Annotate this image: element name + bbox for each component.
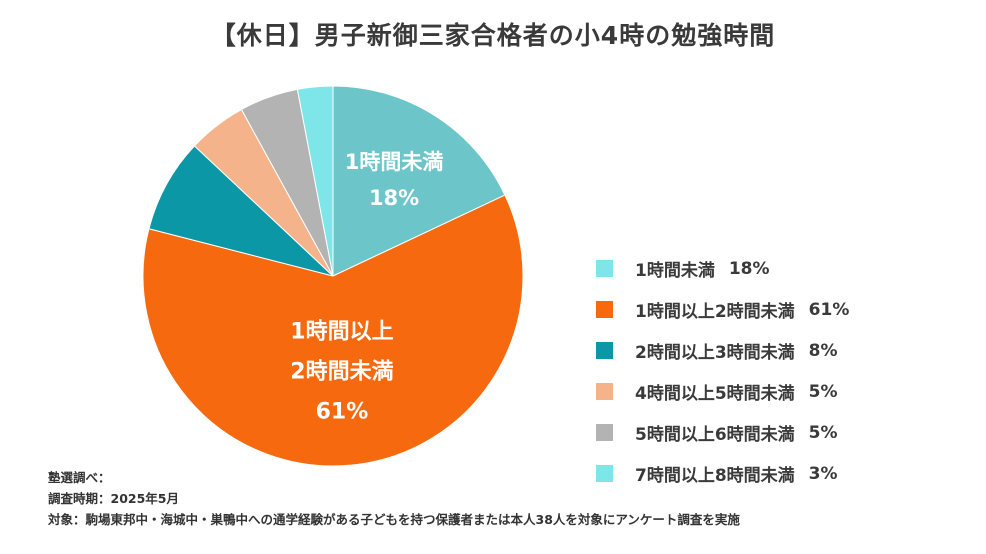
legend-swatch bbox=[596, 260, 613, 277]
legend-swatch bbox=[596, 342, 613, 359]
footnote-subjects: 対象：駒場東邦中・海城中・巣鴨中への通学経験がある子どもを持つ保護者または本人3… bbox=[48, 512, 740, 527]
legend-label: 5時間以上6時間未満 bbox=[635, 425, 795, 445]
slice-label-2-line-2: 2時間未満 bbox=[290, 358, 393, 384]
footnote-period: 調査時期：2025年5月 bbox=[48, 491, 179, 506]
slice-label-1-line-1: 1時間未満 bbox=[345, 150, 444, 174]
legend-item-6: 7時間以上8時間未満 3% bbox=[596, 453, 849, 494]
legend-item-3: 2時間以上3時間未満 8% bbox=[596, 330, 849, 371]
slice-label-2-line-3: 61% bbox=[316, 399, 369, 424]
legend-swatch bbox=[596, 465, 613, 482]
legend-item-1: 1時間未満 18% bbox=[596, 248, 849, 289]
legend-item-4: 4時間以上5時間未満 5% bbox=[596, 371, 849, 412]
slice-label-2-line-1: 1時間以上 bbox=[290, 319, 393, 344]
legend-label: 7時間以上8時間未満 bbox=[635, 466, 795, 486]
slice-label-1-line-2: 18% bbox=[369, 186, 419, 210]
legend-swatch bbox=[596, 424, 613, 441]
legend-label: 4時間以上5時間未満 bbox=[635, 384, 795, 404]
chart-legend: 1時間未満 18% 1時間以上2時間未満 61% 2時間以上3時間未満 8% 4時間以上5時… bbox=[596, 248, 849, 494]
legend-percent: 3% bbox=[808, 463, 838, 484]
legend-percent: 5% bbox=[808, 422, 838, 443]
legend-item-2: 1時間以上2時間未満 61% bbox=[596, 289, 849, 330]
footnote: 塾選調べ： 調査時期：2025年5月 対象：駒場東邦中・海城中・巣鴨中への通学経… bbox=[48, 467, 740, 530]
footnote-source: 塾選調べ： bbox=[48, 470, 111, 485]
chart-title: 【休日】男子新御三家合格者の小4時の勉強時間 bbox=[210, 21, 776, 50]
legend-percent: 18% bbox=[728, 258, 770, 279]
legend-swatch bbox=[596, 301, 613, 318]
pie-slice-3 bbox=[148, 145, 334, 277]
legend-percent: 8% bbox=[808, 340, 838, 361]
pie-slice-1 bbox=[332, 85, 506, 277]
legend-label: 2時間以上3時間未満 bbox=[635, 343, 795, 363]
legend-percent: 61% bbox=[808, 299, 850, 320]
pie-slice-6 bbox=[296, 85, 334, 277]
legend-percent: 5% bbox=[808, 381, 838, 402]
legend-swatch bbox=[596, 383, 613, 400]
legend-label: 1時間未満 bbox=[635, 261, 715, 281]
legend-label: 1時間以上2時間未満 bbox=[635, 302, 795, 322]
legend-item-5: 5時間以上6時間未満 5% bbox=[596, 412, 849, 453]
pie-slice-2 bbox=[142, 194, 524, 467]
